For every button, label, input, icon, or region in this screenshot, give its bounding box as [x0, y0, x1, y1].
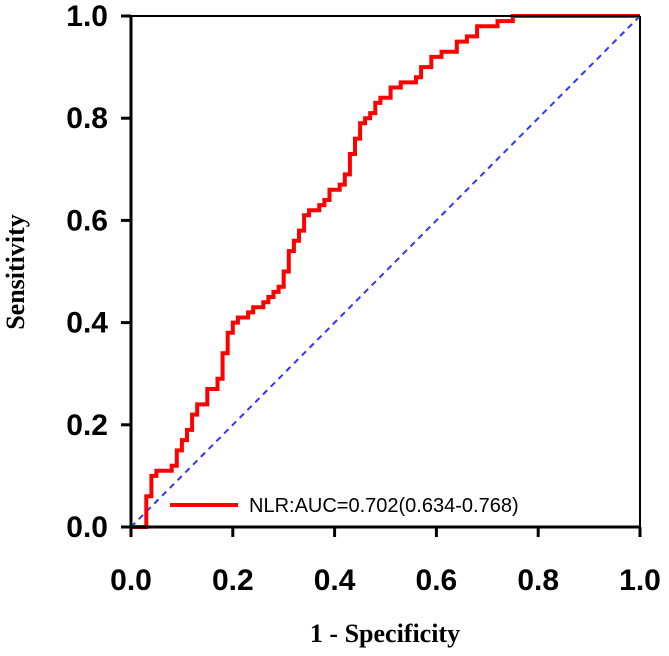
y-tick-label: 0.4 — [66, 307, 108, 340]
y-tick-label: 0.2 — [66, 409, 108, 442]
y-tick-label: 1.0 — [66, 0, 108, 33]
x-tick-label: 0.2 — [212, 564, 254, 597]
ticks: 0.0 0.2 0.4 0.6 0.8 1.0 0.0 0.2 0.4 0.6 0.8 1.0 — [66, 0, 661, 597]
x-tick-label: 0.4 — [314, 564, 356, 597]
y-tick-label: 0.0 — [66, 511, 108, 544]
roc-curve-line — [131, 14, 640, 529]
x-axis-title: 1 - Specificity — [310, 619, 460, 648]
x-tick-label: 1.0 — [619, 564, 661, 597]
reference-diagonal-line — [130, 15, 641, 528]
axes — [121, 15, 641, 537]
reference-line-layer — [130, 15, 641, 528]
y-axis-title: Sensitivity — [1, 214, 30, 330]
x-tick-label: 0.8 — [517, 564, 559, 597]
y-tick-label: 0.8 — [66, 102, 108, 135]
y-tick-label: 0.6 — [66, 204, 108, 237]
x-tick-label: 0.6 — [416, 564, 458, 597]
legend-label: NLR:AUC=0.702(0.634-0.768) — [249, 495, 519, 517]
legend: NLR:AUC=0.702(0.634-0.768) — [170, 495, 519, 517]
x-tick-label: 0.0 — [110, 564, 152, 597]
roc-curve-layer — [131, 14, 640, 529]
